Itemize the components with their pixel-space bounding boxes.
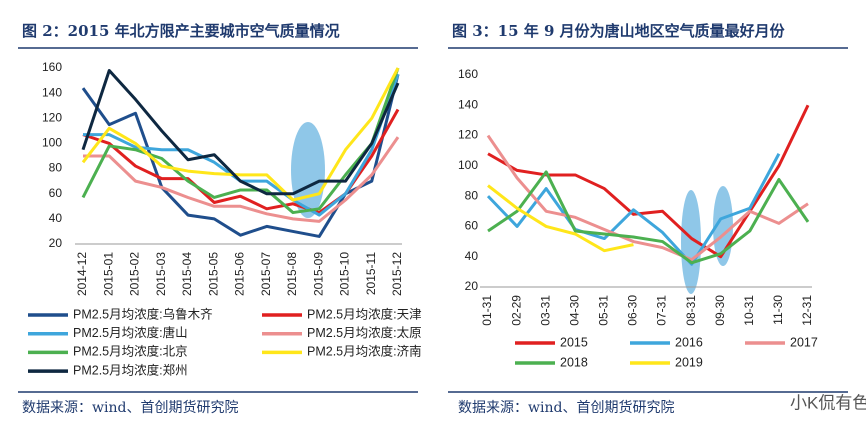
y-tick-label: 40 (465, 249, 479, 263)
series-line (487, 184, 634, 253)
source: 数据来源：wind、首创期货研究院 (22, 399, 238, 416)
y-tick-label: 160 (42, 60, 62, 74)
y-tick-label: 20 (465, 279, 479, 293)
legend-label: PM2.5月均浓度:唐山 (73, 325, 188, 340)
y-tick-label: 40 (49, 211, 63, 225)
legend-label: 2018 (560, 355, 588, 369)
y-tick-label: 80 (49, 161, 63, 175)
x-tick-label: 2015-01 (101, 252, 115, 296)
x-tick-label: 06-30 (626, 295, 640, 326)
x-tick-label: 01-31 (480, 295, 494, 326)
x-tick-label: 09-30 (713, 295, 727, 326)
x-tick-label: 2015-10 (338, 252, 352, 296)
y-tick-label: 80 (465, 188, 479, 202)
x-tick-label: 10-31 (742, 295, 756, 326)
series-line (486, 134, 809, 262)
series-line (487, 104, 810, 259)
x-tick-label: 2015-07 (259, 252, 273, 296)
x-tick-label: 04-30 (567, 295, 581, 326)
y-tick-label: 140 (42, 85, 62, 99)
y-tick-label: 100 (458, 158, 478, 172)
x-tick-label: 08-31 (684, 295, 698, 326)
y-tick-label: 120 (42, 110, 62, 124)
x-tick-label: 11-30 (771, 295, 785, 325)
series-line (81, 67, 400, 202)
x-tick-label: 2015-05 (206, 252, 220, 296)
x-tick-label: 2014-12 (75, 252, 89, 296)
legend-label: PM2.5月均浓度:天津 (307, 306, 422, 321)
legend-label: PM2.5月均浓度:济南 (307, 344, 422, 359)
x-tick-label: 2015-03 (154, 252, 168, 296)
watermark: 小K侃有色 (790, 393, 866, 412)
legend-label: PM2.5月均浓度:乌鲁木齐 (73, 306, 213, 321)
legend-label: PM2.5月均浓度:郑州 (73, 362, 188, 377)
source: 数据来源：wind、首创期货研究院 (458, 399, 674, 416)
legend-label: 2017 (790, 335, 818, 349)
x-tick-label: 2015-09 (311, 252, 325, 296)
legend-label: PM2.5月均浓度:北京 (73, 344, 188, 359)
chart-title: 图 3：15 年 9 月份为唐山地区空气质量最好月份 (452, 22, 786, 40)
x-tick-label: 2015-06 (233, 252, 247, 296)
x-tick-label: 02-29 (509, 295, 523, 326)
x-tick-label: 2015-02 (128, 252, 142, 296)
y-tick-label: 120 (458, 128, 478, 142)
x-tick-label: 03-31 (538, 295, 552, 326)
series-line (81, 67, 400, 215)
legend-label: 2019 (675, 355, 703, 369)
y-tick-label: 140 (458, 97, 478, 111)
x-tick-label: 07-31 (655, 295, 669, 326)
y-tick-label: 100 (42, 136, 62, 150)
legend-label: 2016 (675, 335, 703, 349)
chart-title: 图 2：2015 年北方限产主要城市空气质量情况 (22, 22, 340, 40)
series-line (81, 69, 400, 196)
y-tick-label: 20 (49, 236, 63, 250)
y-tick-label: 160 (458, 67, 478, 81)
legend-label: PM2.5月均浓度:太原 (307, 325, 422, 340)
y-tick-label: 60 (465, 219, 479, 233)
y-tick-label: 60 (49, 186, 63, 200)
legend-label: 2015 (560, 335, 588, 349)
x-tick-label: 2015-04 (180, 252, 194, 296)
x-tick-label: 2015-08 (285, 252, 299, 296)
highlight (681, 190, 701, 294)
series-line (487, 170, 810, 265)
x-tick-label: 05-31 (597, 295, 611, 326)
x-tick-label: 2015-11 (364, 252, 378, 295)
x-tick-label: 2015-12 (390, 252, 404, 296)
x-tick-label: 12-31 (800, 295, 814, 326)
series-line (83, 136, 400, 223)
